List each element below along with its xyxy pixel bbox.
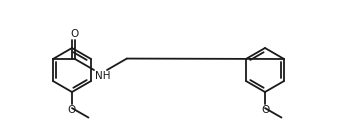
Text: O: O xyxy=(261,105,269,115)
Text: O: O xyxy=(68,105,76,115)
Text: O: O xyxy=(71,29,79,39)
Text: NH: NH xyxy=(95,71,110,81)
